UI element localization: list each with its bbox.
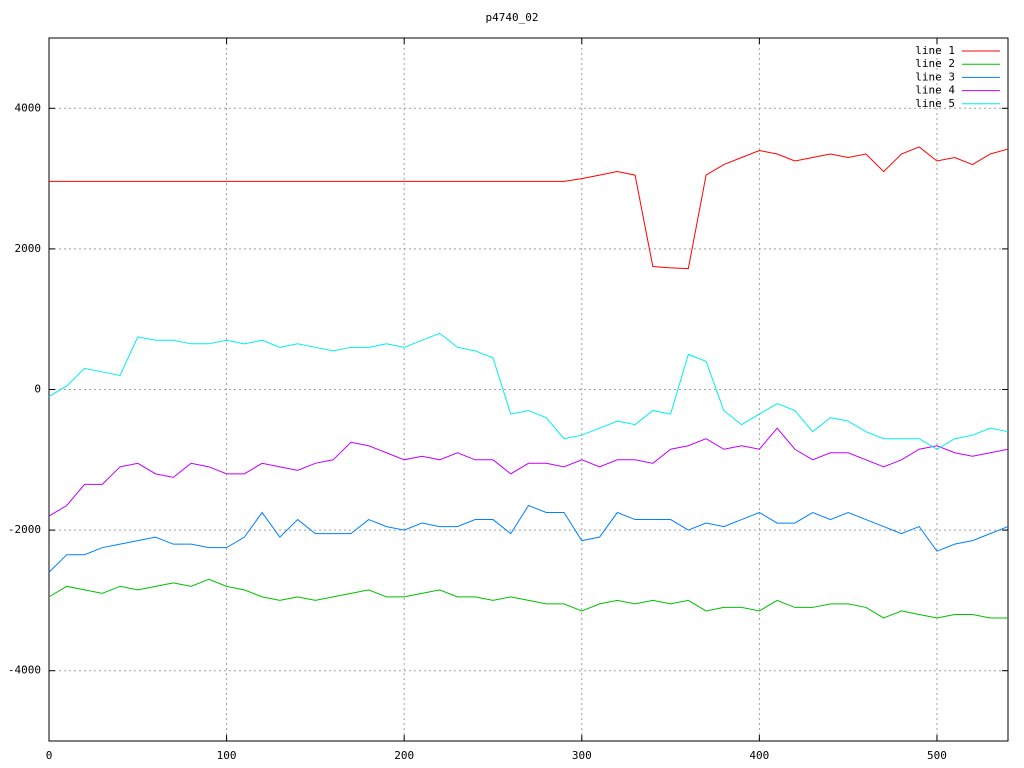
x-tick-label: 100 (217, 749, 237, 762)
y-tick-label: 0 (34, 383, 41, 396)
legend-label: line 2 (915, 57, 955, 70)
x-tick-label: 500 (927, 749, 947, 762)
x-tick-label: 200 (394, 749, 414, 762)
chart-title: p4740_02 (486, 11, 539, 24)
x-tick-label: 300 (572, 749, 592, 762)
legend-label: line 3 (915, 70, 955, 83)
legend-label: line 1 (915, 44, 955, 57)
plot-frame (48, 37, 1009, 742)
y-tick-label: 4000 (15, 101, 42, 114)
data-line (48, 427, 1009, 517)
y-tick-label: -4000 (8, 664, 41, 677)
data-line (48, 504, 1009, 573)
x-tick-label: 400 (749, 749, 769, 762)
data-line (49, 146, 1009, 270)
data-line (48, 578, 1008, 619)
legend-label: line 4 (915, 84, 955, 97)
y-tick-label: 2000 (15, 242, 42, 255)
y-tick-label: -2000 (8, 523, 41, 536)
legend-label: line 5 (915, 97, 955, 110)
data-line (48, 332, 1009, 450)
x-tick-label: 0 (46, 749, 53, 762)
